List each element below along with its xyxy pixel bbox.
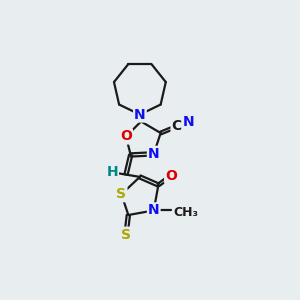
Text: O: O: [120, 130, 132, 143]
Text: H: H: [106, 165, 118, 179]
Text: N: N: [148, 203, 160, 218]
Text: C: C: [172, 119, 182, 134]
Text: CH₃: CH₃: [173, 206, 198, 219]
Text: S: S: [116, 187, 126, 201]
Text: N: N: [134, 107, 146, 122]
Text: O: O: [165, 169, 177, 183]
Text: S: S: [121, 228, 131, 242]
Text: N: N: [148, 147, 160, 161]
Text: N: N: [183, 115, 194, 129]
